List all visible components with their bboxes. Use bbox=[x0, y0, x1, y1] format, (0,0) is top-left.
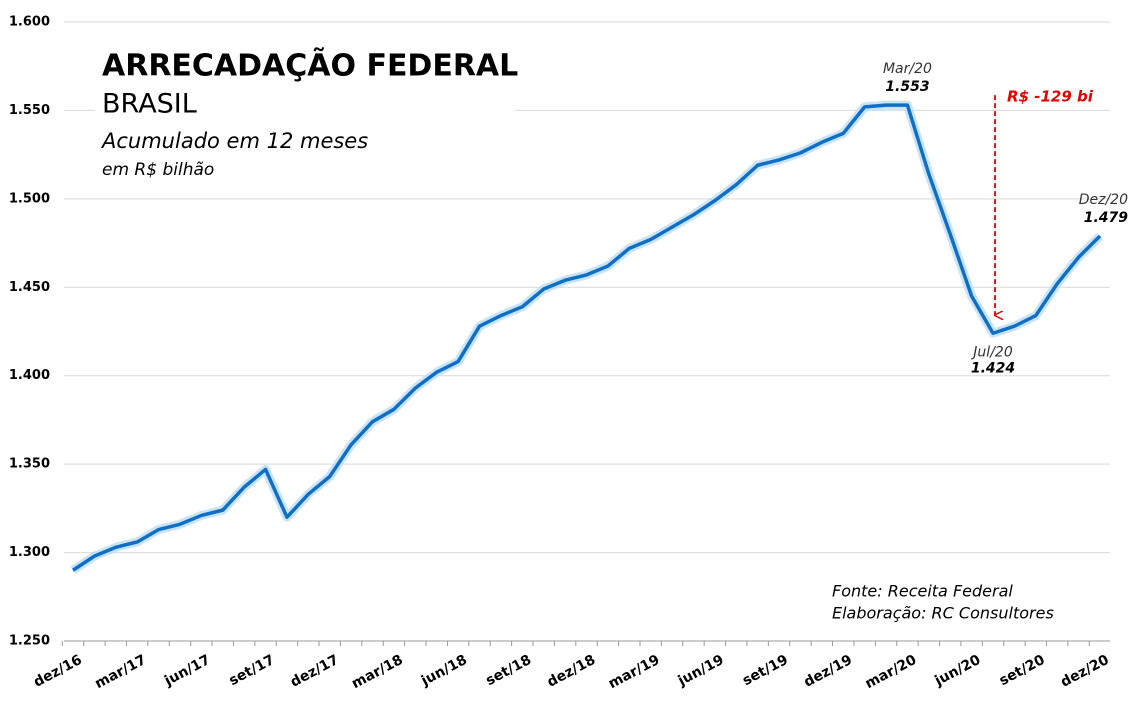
chart-subtitle2: Acumulado em 12 meses bbox=[100, 129, 368, 153]
x-tick-label: set/18 bbox=[483, 652, 534, 689]
chart-subtitle: BRASIL bbox=[102, 89, 197, 120]
annotation: R$ -129 bi bbox=[1007, 88, 1094, 106]
x-tick-label: mar/20 bbox=[863, 652, 920, 692]
x-tick-label: dez/17 bbox=[288, 652, 342, 691]
credit: Elaboração: RC Consultores bbox=[832, 604, 1054, 623]
source: Fonte: Receita Federal bbox=[832, 582, 1013, 601]
y-tick-label: 1.250 bbox=[9, 634, 50, 649]
value-label: 1.553 bbox=[885, 79, 929, 95]
x-tick-label: set/17 bbox=[226, 652, 277, 689]
x-tick-label: mar/18 bbox=[349, 652, 406, 692]
x-tick-label: jun/19 bbox=[675, 652, 727, 690]
x-tick-label: jun/20 bbox=[931, 652, 983, 690]
y-tick-label: 1.600 bbox=[9, 15, 50, 30]
y-tick-label: 1.350 bbox=[9, 457, 50, 472]
x-tick-label: dez/16 bbox=[31, 652, 85, 691]
x-tick-label: jun/18 bbox=[418, 652, 470, 690]
x-tick-label: mar/17 bbox=[92, 652, 149, 692]
point-label: Dez/20 bbox=[1079, 192, 1128, 208]
point-label: Jul/20 bbox=[970, 344, 1013, 360]
chart-title: ARRECADAÇÃO FEDERAL bbox=[102, 47, 518, 84]
title-box bbox=[95, 40, 515, 190]
x-tick-label: dez/19 bbox=[801, 652, 855, 691]
y-tick-label: 1.500 bbox=[9, 191, 50, 206]
line bbox=[72, 103, 1102, 572]
x-tick-label: mar/19 bbox=[606, 652, 663, 692]
y-tick-label: 1.450 bbox=[9, 280, 50, 295]
value-label: 1.424 bbox=[971, 360, 1015, 376]
x-tick-label: jun/17 bbox=[161, 652, 213, 690]
value-label: 1.479 bbox=[1084, 210, 1129, 226]
y-tick-label: 1.400 bbox=[9, 368, 50, 383]
y-tick-label: 1.300 bbox=[9, 545, 50, 560]
x-tick-label: dez/18 bbox=[545, 652, 599, 691]
x-tick-label: dez/20 bbox=[1058, 652, 1112, 691]
x-tick-label: set/20 bbox=[997, 652, 1048, 689]
point-label: Mar/20 bbox=[883, 61, 932, 77]
x-tick-label: set/19 bbox=[740, 652, 791, 689]
unit-label: em R$ bilhão bbox=[102, 160, 214, 180]
y-tick-label: 1.550 bbox=[9, 103, 50, 118]
